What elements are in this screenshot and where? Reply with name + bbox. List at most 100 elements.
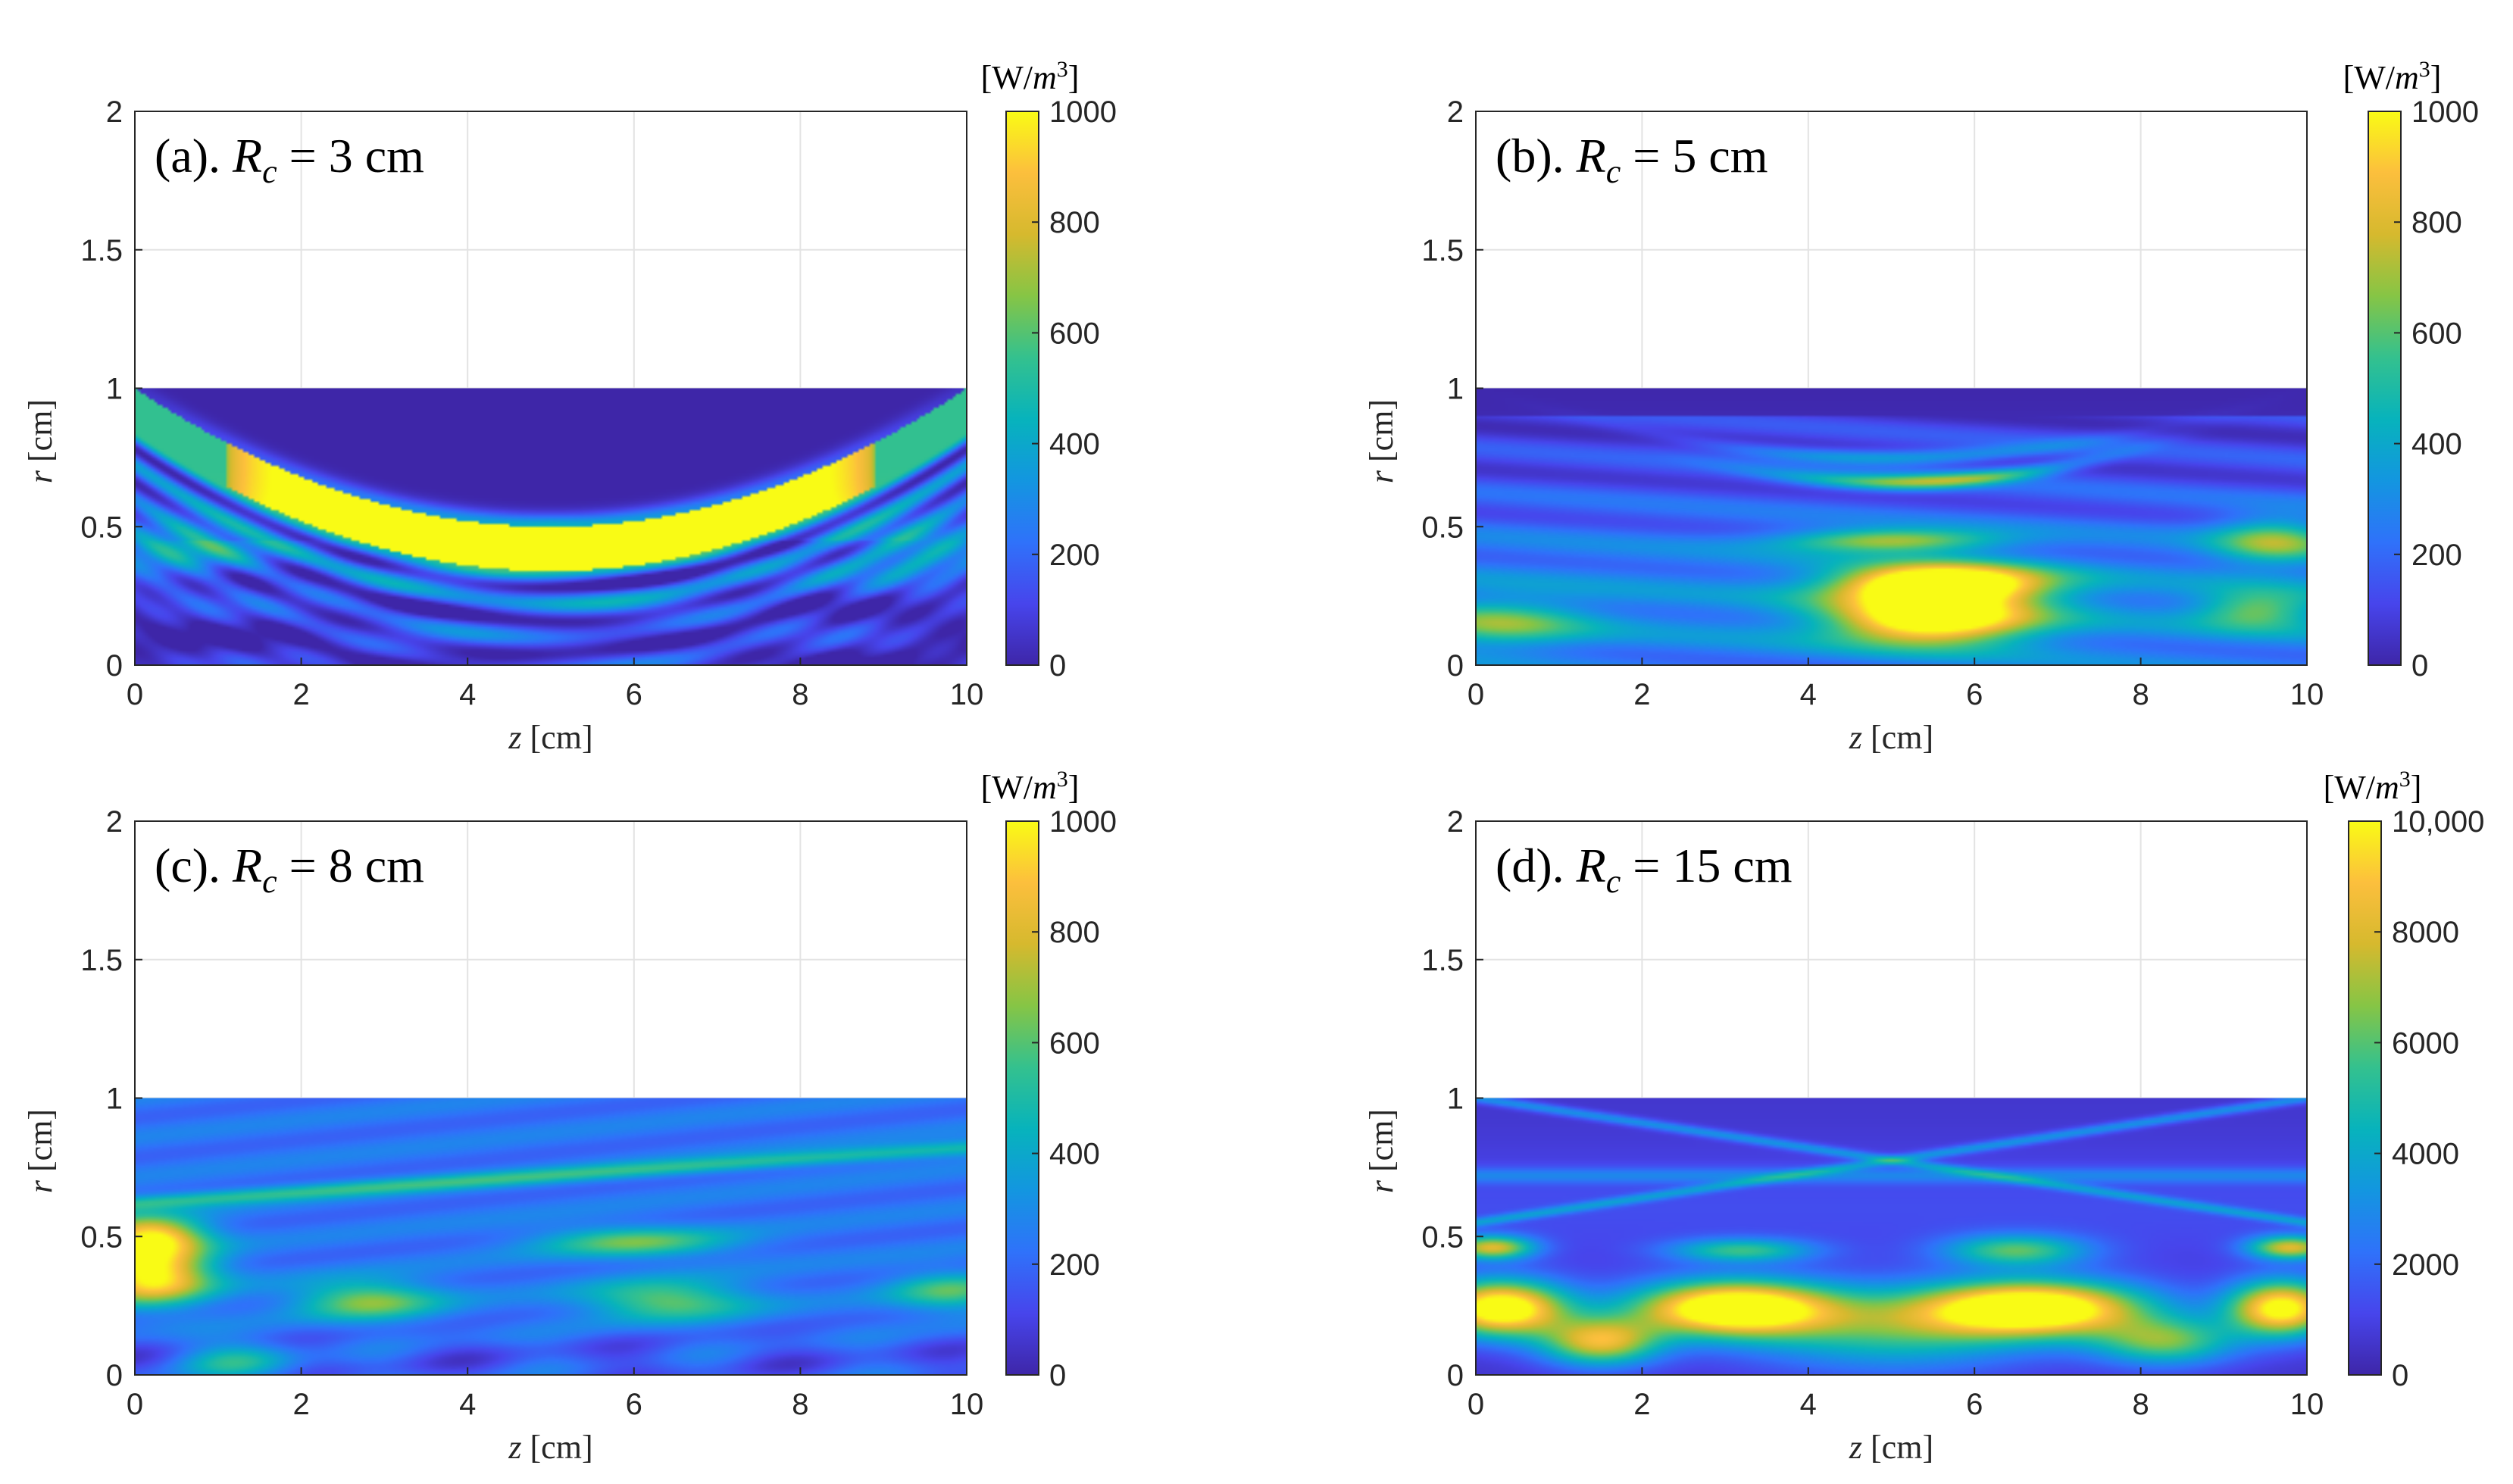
y-tick-label: 2 [106, 805, 123, 839]
colorbar-tick-label: 0 [2392, 1359, 2408, 1392]
x-tick-label: 8 [792, 1388, 808, 1421]
colorbar: 0 200 400 600 800 1000[W/m3] [981, 767, 1117, 1392]
colorbar-tick-label: 4000 [2392, 1138, 2459, 1171]
colorbar-tick-label: 800 [2411, 206, 2462, 239]
y-axis-label: r [cm] [22, 1109, 59, 1193]
y-axis-label: r [cm] [22, 399, 59, 483]
x-axis-label: z [cm] [508, 1429, 592, 1466]
y-tick-label: 1 [1447, 1083, 1464, 1116]
x-tick-label: 8 [2132, 678, 2149, 711]
colorbar-tick-label: 0 [2411, 649, 2428, 683]
y-tick-label: 0.5 [1421, 511, 1464, 544]
panel-d: 0 2 4 6 8 10 0 0.5 1 1.5 2 z [cm] r [cm] (d). Rc = 15… [1363, 767, 2484, 1466]
x-tick-label: 6 [626, 678, 642, 711]
colorbar-tick-label: 8000 [2392, 916, 2459, 949]
colorbar: 0 2000 4000 6000 8000 10,000[W/m3] [2324, 767, 2485, 1392]
colorbar-gradient [2368, 111, 2402, 666]
x-tick-label: 6 [1966, 678, 1983, 711]
colorbar-unit-label: [W/m3] [981, 767, 1080, 806]
panel-title: (d). Rc = 15 cm [1496, 839, 1793, 900]
x-tick-label: 8 [2132, 1388, 2149, 1421]
panel-a: 0 2 4 6 8 10 0 0.5 1 1.5 2 z [cm] r [cm] (a). Rc = 3 … [22, 57, 1117, 756]
colorbar-tick-label: 400 [2411, 428, 2462, 461]
y-tick-label: 1.5 [80, 234, 123, 267]
x-tick-label: 0 [127, 1388, 143, 1421]
colorbar-tick-label: 800 [1049, 206, 1100, 239]
colorbar-unit-label: [W/m3] [2343, 57, 2442, 96]
x-tick-label: 4 [1800, 1388, 1817, 1421]
y-tick-label: 0.5 [80, 511, 123, 544]
x-axis-label: z [cm] [1849, 1429, 1933, 1466]
y-tick-label: 0 [106, 1359, 123, 1392]
heatmap-field [1476, 1098, 2307, 1375]
y-tick-label: 1.5 [1421, 944, 1464, 977]
panel-title: (c). Rc = 8 cm [155, 839, 424, 900]
y-tick-label: 1 [1447, 373, 1464, 406]
y-tick-label: 1.5 [80, 944, 123, 977]
y-tick-label: 0.5 [80, 1220, 123, 1254]
y-tick-label: 1 [106, 1083, 123, 1116]
y-tick-label: 2 [1447, 95, 1464, 129]
x-tick-label: 10 [950, 678, 984, 711]
x-tick-label: 4 [459, 1388, 476, 1421]
colorbar: 0 200 400 600 800 1000[W/m3] [981, 57, 1117, 683]
colorbar-tick-label: 6000 [2392, 1026, 2459, 1060]
x-tick-label: 6 [1966, 1388, 1983, 1421]
heatmap-field [135, 1098, 967, 1375]
heatmap-field [135, 388, 967, 665]
x-tick-label: 2 [1633, 678, 1650, 711]
heatmap-field [1476, 388, 2307, 665]
y-tick-label: 2 [1447, 805, 1464, 839]
x-tick-label: 4 [459, 678, 476, 711]
colorbar-tick-label: 200 [1049, 1248, 1100, 1282]
x-tick-label: 0 [1467, 1388, 1484, 1421]
colorbar-tick-label: 400 [1049, 428, 1100, 461]
colorbar-gradient [2348, 820, 2382, 1376]
colorbar-tick-label: 600 [1049, 317, 1100, 350]
y-tick-label: 0.5 [1421, 1220, 1464, 1254]
colorbar-tick-label: 1000 [1049, 95, 1117, 129]
x-tick-label: 2 [292, 678, 309, 711]
x-axis-label: z [cm] [508, 719, 592, 756]
x-tick-label: 10 [2290, 678, 2324, 711]
colorbar-gradient [1005, 820, 1039, 1376]
colorbar-tick-label: 0 [1049, 649, 1066, 683]
panel-title: (b). Rc = 5 cm [1496, 129, 1768, 190]
colorbar-tick-label: 800 [1049, 916, 1100, 949]
x-tick-label: 2 [292, 1388, 309, 1421]
x-axis-label: z [cm] [1849, 719, 1933, 756]
x-tick-label: 0 [127, 678, 143, 711]
colorbar-tick-label: 2000 [2392, 1248, 2459, 1282]
y-tick-label: 1 [106, 373, 123, 406]
colorbar-tick-label: 1000 [1049, 805, 1117, 839]
colorbar-tick-label: 400 [1049, 1138, 1100, 1171]
colorbar-tick-label: 200 [1049, 539, 1100, 572]
colorbar-tick-label: 600 [1049, 1026, 1100, 1060]
colorbar-gradient [1005, 111, 1039, 666]
panel-title: (a). Rc = 3 cm [155, 129, 424, 190]
y-axis-label: r [cm] [1363, 399, 1400, 483]
colorbar-unit-label: [W/m3] [981, 57, 1080, 96]
colorbar-tick-label: 600 [2411, 317, 2462, 350]
x-tick-label: 2 [1633, 1388, 1650, 1421]
x-tick-label: 4 [1800, 678, 1817, 711]
x-tick-label: 8 [792, 678, 808, 711]
colorbar-tick-label: 200 [2411, 539, 2462, 572]
panel-b: 0 2 4 6 8 10 0 0.5 1 1.5 2 z [cm] r [cm] (b). Rc = 5 … [1363, 57, 2479, 756]
y-tick-label: 2 [106, 95, 123, 129]
colorbar-unit-label: [W/m3] [2324, 767, 2422, 806]
colorbar: 0 200 400 600 800 1000[W/m3] [2343, 57, 2479, 683]
y-tick-label: 0 [1447, 1359, 1464, 1392]
colorbar-tick-label: 10,000 [2392, 805, 2484, 839]
x-tick-label: 10 [2290, 1388, 2324, 1421]
y-tick-label: 1.5 [1421, 234, 1464, 267]
y-tick-label: 0 [1447, 649, 1464, 683]
panel-c: 0 2 4 6 8 10 0 0.5 1 1.5 2 z [cm] r [cm] (c). Rc = 8 … [22, 767, 1117, 1466]
colorbar-tick-label: 1000 [2411, 95, 2479, 129]
y-tick-label: 0 [106, 649, 123, 683]
x-tick-label: 6 [626, 1388, 642, 1421]
x-tick-label: 10 [950, 1388, 984, 1421]
x-tick-label: 0 [1467, 678, 1484, 711]
colorbar-tick-label: 0 [1049, 1359, 1066, 1392]
